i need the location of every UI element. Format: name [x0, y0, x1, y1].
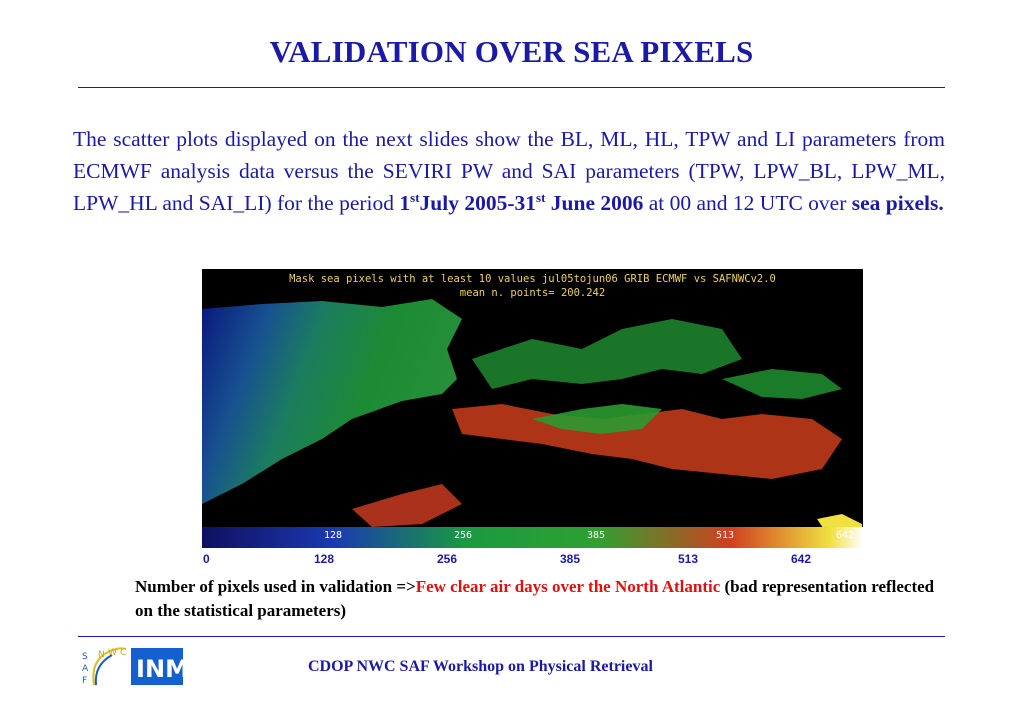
svg-text:I: I — [136, 655, 145, 683]
footer-rule — [78, 636, 945, 637]
svg-text:A: A — [82, 664, 89, 674]
map-inner-label: 642 — [836, 530, 855, 541]
sea-pixel-map: Mask sea pixels with at least 10 values … — [202, 269, 863, 548]
caption-part3: (bad representation reflected on the sta… — [135, 577, 935, 620]
map-inner-label: 385 — [587, 530, 606, 541]
body-intro: The scatter plots displayed on the next … — [73, 127, 945, 215]
date-end-suffix: st — [536, 189, 546, 205]
figure-caption: Number of pixels used in validation =>Fe… — [135, 575, 935, 623]
map-header-line1: Mask sea pixels with at least 10 values … — [289, 273, 776, 285]
color-scale-labels: 0 128 256 385 513 642 — [202, 550, 863, 568]
scale-label: 0 — [203, 552, 210, 566]
map-graphic — [202, 299, 863, 548]
inm-logo: I NM — [131, 648, 189, 685]
caption-part1: Number of pixels used in validation => — [135, 577, 416, 596]
title-rule — [78, 87, 945, 88]
map-inner-label: 256 — [454, 530, 473, 541]
saf-nwc-logo: S A F N W C — [80, 645, 128, 687]
map-header-line2: mean n. points= 200.242 — [459, 287, 606, 299]
scale-label: 642 — [791, 552, 812, 566]
scale-label: 513 — [678, 552, 699, 566]
slide-title: VALIDATION OVER SEA PIXELS — [269, 34, 754, 69]
scale-label: 256 — [437, 552, 458, 566]
svg-text:S: S — [82, 652, 88, 662]
date-start-suffix: st — [410, 189, 420, 205]
footer-workshop-title: CDOP NWC SAF Workshop on Physical Retrie… — [308, 658, 653, 675]
svg-text:N: N — [98, 650, 105, 660]
body-paragraph: The scatter plots displayed on the next … — [73, 123, 945, 219]
map-inner-label: 513 — [716, 530, 735, 541]
date-start-day: 1 — [399, 191, 411, 215]
scale-label: 128 — [314, 552, 335, 566]
svg-text:F: F — [82, 676, 87, 686]
date-end-rest: June 2006 — [545, 191, 644, 215]
svg-text:C: C — [120, 648, 126, 658]
body-mid: at 00 and 12 UTC over — [643, 191, 852, 215]
map-inner-label: 128 — [324, 530, 343, 541]
svg-text:W: W — [108, 648, 117, 658]
body-sea-pixels: sea pixels. — [851, 191, 944, 215]
date-range: July 2005-31 — [419, 191, 537, 215]
caption-highlight: Few clear air days over the North Atlant… — [415, 577, 721, 596]
scale-label: 385 — [560, 552, 581, 566]
map-header: Mask sea pixels with at least 10 values … — [202, 272, 863, 300]
svg-text:NM: NM — [145, 655, 183, 683]
